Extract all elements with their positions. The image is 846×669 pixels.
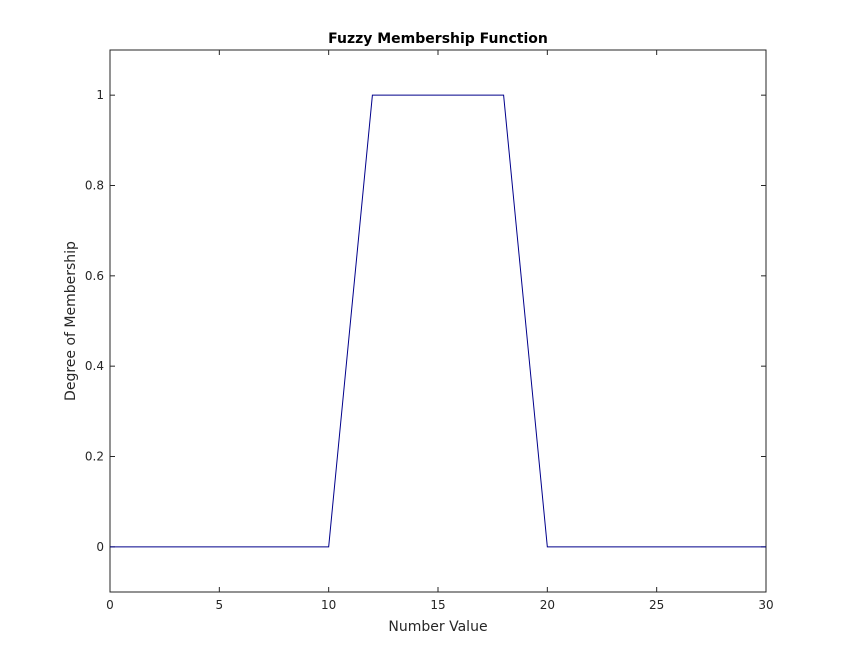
y-axis-ticks: 0 0.2 0.4 0.6 0.8 1 [85,88,766,554]
x-tick-label: 15 [430,598,445,612]
y-tick-label: 0.2 [85,450,104,464]
plot-area-frame [109,49,767,593]
x-axis-ticks: 0 5 10 15 20 25 30 [106,50,774,612]
x-tick-label: 0 [106,598,114,612]
y-axis-label: Degree of Membership [63,241,79,401]
y-tick-label: 0.4 [85,359,104,373]
y-tick-label: 0.8 [85,179,104,193]
x-tick-label: 25 [649,598,664,612]
series-layer [110,94,766,548]
x-axis-label: Number Value [388,619,487,635]
series-line [110,94,766,548]
y-tick-label: 1 [96,88,104,102]
y-tick-label: 0.6 [85,269,104,283]
chart-title: Fuzzy Membership Function [328,31,548,47]
y-tick-label: 0 [96,540,104,554]
x-tick-label: 10 [321,598,336,612]
x-tick-label: 30 [758,598,773,612]
x-tick-label: 5 [216,598,224,612]
x-tick-label: 20 [540,598,555,612]
